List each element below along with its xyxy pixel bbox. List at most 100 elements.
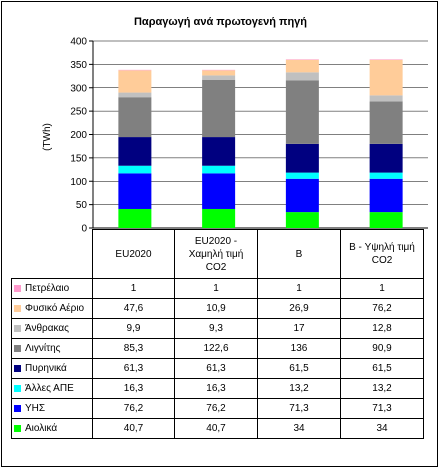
table-corner <box>11 229 93 279</box>
legend-swatch <box>14 364 21 372</box>
legend-entry: Άνθρακας <box>11 318 93 339</box>
data-label: 85,3 <box>92 338 175 359</box>
legend-entry: ΥΗΣ <box>11 398 93 419</box>
x-category-label-line: CO2 <box>205 261 227 273</box>
y-tick-label: 50 <box>76 200 88 211</box>
bar-segment <box>118 137 152 166</box>
legend-entry: Φυσικό Αέριο <box>11 298 93 319</box>
bar-segment <box>118 92 152 98</box>
legend-entry: Πετρέλαιο <box>11 278 93 299</box>
x-category-label: B <box>257 229 341 279</box>
bar-segment <box>285 212 319 228</box>
table-row: Φυσικό Αέριο 47,6 10,9 26,9 76,2 <box>11 298 424 319</box>
bar-segment <box>285 143 319 173</box>
bar-segment <box>118 97 152 138</box>
table-row: Αιολικά 40,7 40,7 34 34 <box>11 418 424 439</box>
legend-entry: Πυρηνικά <box>11 358 93 379</box>
bar-segment <box>369 178 403 213</box>
data-label: 13,2 <box>257 378 341 399</box>
x-category-label-line: Χαμηλή τιμή <box>188 248 244 260</box>
data-label: 47,6 <box>92 298 175 319</box>
x-category-label: EU2020 <box>92 229 175 279</box>
legend-swatch <box>14 404 21 412</box>
legend-swatch <box>14 424 21 432</box>
data-label: 12,8 <box>340 318 424 339</box>
y-tick-label: 300 <box>70 83 87 94</box>
table-row: Άλλες ΑΠΕ 16,3 16,3 13,2 13,2 <box>11 378 424 399</box>
y-tick-label: 200 <box>70 130 87 141</box>
bar-segment <box>285 59 319 73</box>
data-label: 90,9 <box>340 338 424 359</box>
data-label: 13,2 <box>340 378 424 399</box>
bar-segment <box>118 70 152 93</box>
data-label: 34 <box>257 418 341 439</box>
bar-segment <box>285 72 319 81</box>
y-tick-label: 350 <box>70 60 87 71</box>
bar-segment <box>118 173 152 209</box>
bar-segment <box>285 178 319 213</box>
data-label: 9,3 <box>174 318 258 339</box>
y-axis-label: (TWh) <box>42 123 53 151</box>
data-label: 76,2 <box>92 398 175 419</box>
data-label: 61,3 <box>92 358 175 379</box>
series-name: Πυρηνικά <box>25 363 67 374</box>
x-category-label-line: B <box>295 248 303 260</box>
bar-segment <box>369 143 403 173</box>
bar-segment <box>369 212 403 228</box>
legend-swatch <box>14 344 21 352</box>
data-label: 26,9 <box>257 298 341 319</box>
data-label: 61,3 <box>174 358 258 379</box>
data-label: 76,2 <box>174 398 258 419</box>
legend-entry: Άλλες ΑΠΕ <box>11 378 93 399</box>
legend-entry: Λιγνίτης <box>11 338 93 359</box>
y-tick-label: 150 <box>70 153 87 164</box>
bar-segment <box>202 70 236 76</box>
bar-segment <box>202 208 236 228</box>
series-name: Φυσικό Αέριο <box>25 303 85 314</box>
x-category-label-line: B - Υψηλή τιμή <box>349 242 415 253</box>
y-tick-label: 0 <box>81 224 87 235</box>
series-name: Λιγνίτης <box>25 343 61 354</box>
data-table: EU2020 EU2020 - Χαμηλή τιμή CO2 B B - Υψηλή τ… <box>11 229 424 439</box>
bar-segment <box>118 208 152 228</box>
data-label: 34 <box>340 418 424 439</box>
data-label: 1 <box>92 278 175 299</box>
bar-segment <box>285 172 319 179</box>
bar-segment <box>202 79 236 138</box>
x-category-label-line: CO2 <box>371 255 393 266</box>
x-category-label: B - Υψηλή τιμή CO2 <box>340 229 424 279</box>
y-tick-label: 250 <box>70 107 87 118</box>
bar-segment <box>202 75 236 80</box>
table-row: Πυρηνικά 61,3 61,3 61,5 61,5 <box>11 358 424 379</box>
data-label: 61,5 <box>257 358 341 379</box>
data-label: 136 <box>257 338 341 359</box>
data-label: 61,5 <box>340 358 424 379</box>
data-label: 1 <box>174 278 258 299</box>
bar-segment <box>369 95 403 102</box>
series-name: Άλλες ΑΠΕ <box>25 383 74 394</box>
bar-segment <box>202 137 236 166</box>
legend-swatch <box>14 324 21 332</box>
data-label: 16,3 <box>92 378 175 399</box>
data-label: 76,2 <box>340 298 424 319</box>
data-label: 1 <box>257 278 341 299</box>
bar-segment <box>369 172 403 179</box>
bar-segment <box>118 165 152 174</box>
table-row: Πετρέλαιο 1 1 1 1 <box>11 278 424 299</box>
series-name: ΥΗΣ <box>25 403 46 414</box>
data-label: 40,7 <box>92 418 175 439</box>
legend-swatch <box>14 384 21 392</box>
data-label: 10,9 <box>174 298 258 319</box>
table-row: ΥΗΣ 76,2 76,2 71,3 71,3 <box>11 398 424 419</box>
x-category-label: EU2020 - Χαμηλή τιμή CO2 <box>174 229 258 279</box>
y-tick-label: 100 <box>70 177 87 188</box>
bar-segment <box>369 59 403 96</box>
data-label: 16,3 <box>174 378 258 399</box>
data-label: 71,3 <box>257 398 341 419</box>
bar-segment <box>202 165 236 174</box>
x-category-label-line: EU2020 <box>115 248 152 260</box>
chart-title: Παραγωγή ανά πρωτογενή πηγή <box>133 16 308 28</box>
legend-swatch <box>14 304 21 312</box>
table-row: Άνθρακας 9,9 9,3 17 12,8 <box>11 318 424 339</box>
